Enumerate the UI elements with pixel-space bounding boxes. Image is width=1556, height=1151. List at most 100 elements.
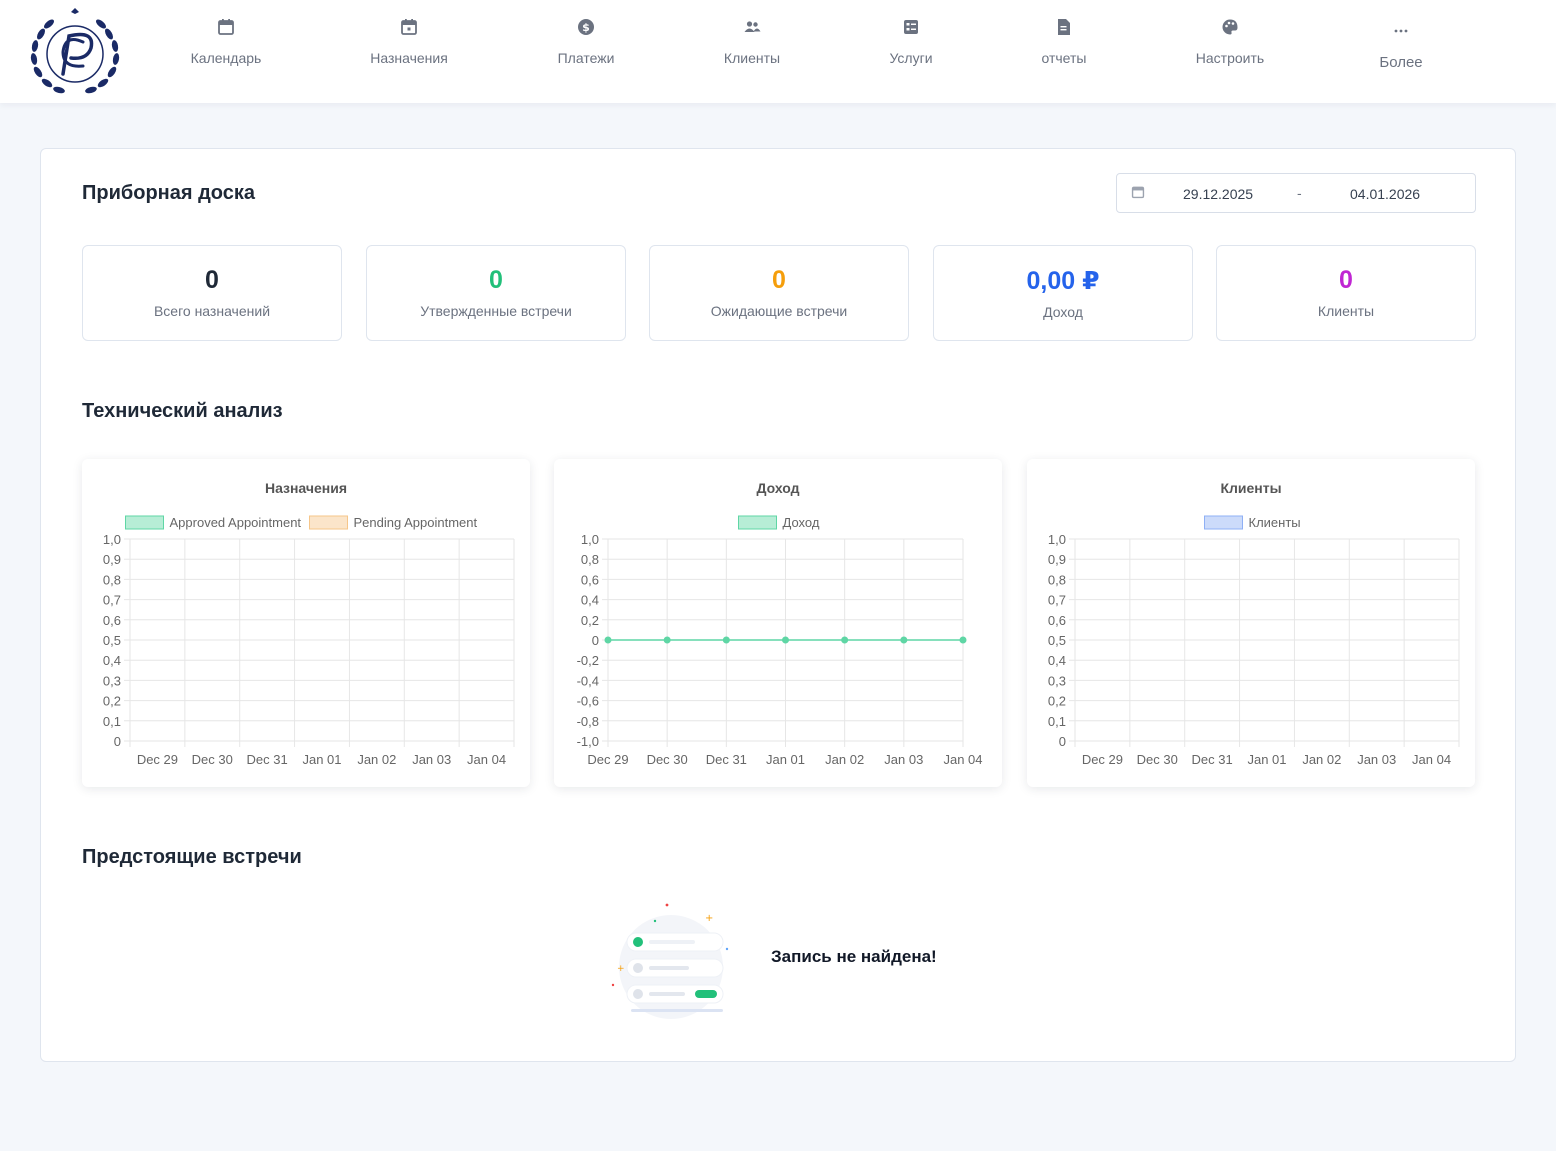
nav-label: Календарь [190, 50, 262, 66]
x-tick-label: Dec 31 [706, 752, 747, 767]
calendar-icon [151, 18, 301, 44]
x-tick-label: Jan 02 [825, 752, 864, 767]
data-point [722, 636, 730, 644]
y-tick-label: 0,4 [1048, 653, 1066, 668]
y-tick-label: -0,8 [577, 714, 599, 729]
y-tick-label: 0,4 [581, 593, 599, 608]
stat-card-revenue: 0,00 ₽ Доход [933, 245, 1193, 341]
legend-label: Клиенты [1249, 515, 1301, 530]
calendar-icon [1131, 185, 1145, 202]
clients-chart: Клиенты Клиенты 1,0 0,9 0,8 0,7 0,6 0,5 0,4 0,3 0,… [1048, 480, 1460, 767]
top-navbar: Календарь Назначения $ Платежи Клиенты У… [0, 0, 1556, 103]
stat-value: 0 [772, 266, 786, 294]
nav-label: Услуги [889, 50, 933, 66]
y-tick-label: 1,0 [581, 532, 599, 547]
nav-clients[interactable]: Клиенты [677, 18, 827, 66]
chart-title: Клиенты [1220, 480, 1281, 496]
chart-card-clients: Клиенты Клиенты 1,0 0,9 0,8 0,7 0,6 0,5 0,4 0,3 0,… [1027, 459, 1475, 787]
svg-text:+: + [617, 964, 625, 974]
y-tick-label: 0,2 [1048, 694, 1066, 709]
y-tick-label: -0,2 [577, 653, 599, 668]
y-tick-label: 0,6 [103, 613, 121, 628]
nav-services[interactable]: Услуги [836, 18, 986, 66]
y-tick-label: 0 [592, 633, 599, 648]
legend-swatch [1204, 515, 1243, 530]
y-tick-label: 0,2 [103, 694, 121, 709]
stat-card-approved: 0 Утвержденные встречи [366, 245, 626, 341]
y-tick-label: 0,3 [103, 673, 121, 688]
x-tick-label: Dec 30 [1137, 752, 1178, 767]
legend-label: Доход [783, 515, 820, 530]
x-tick-label: Dec 29 [137, 752, 178, 767]
nav-customize[interactable]: Настроить [1155, 18, 1305, 66]
calendar-check-icon [334, 18, 484, 44]
date-to[interactable]: 04.01.2026 [1350, 186, 1421, 202]
nav-label: Назначения [370, 50, 448, 66]
nav-reports[interactable]: отчеты [989, 18, 1139, 66]
y-tick-label: 0,8 [103, 572, 121, 587]
y-tick-label: 0,7 [103, 593, 121, 608]
x-tick-label: Dec 29 [587, 752, 628, 767]
brand-logo[interactable] [22, 0, 128, 103]
data-point [900, 636, 908, 644]
y-tick-label: 0,7 [1048, 593, 1066, 608]
nav-calendar[interactable]: Календарь [151, 18, 301, 66]
chart-title: Назначения [265, 480, 347, 496]
legend-swatch [309, 515, 348, 530]
y-tick-label: 0,1 [103, 714, 121, 729]
date-separator: - [1297, 185, 1302, 201]
nav-appointments[interactable]: Назначения [334, 18, 484, 66]
x-tick-label: Jan 02 [1302, 752, 1341, 767]
stat-label: Клиенты [1317, 303, 1375, 319]
x-tick-label: Jan 01 [766, 752, 805, 767]
x-tick-label: Dec 31 [1192, 752, 1233, 767]
stat-card-clients: 0 Клиенты [1216, 245, 1476, 341]
stat-card-total-appointments: 0 Всего назначений [82, 245, 342, 341]
x-tick-label: Jan 03 [884, 752, 923, 767]
palette-icon [1155, 18, 1305, 44]
nav-label: Клиенты [723, 50, 781, 66]
y-tick-label: 0 [114, 734, 121, 749]
nav-label: отчеты [1041, 50, 1087, 66]
empty-state-message: Запись не найдена! [771, 947, 937, 966]
stat-label: Всего назначений [153, 303, 271, 319]
y-tick-label: 0 [1059, 734, 1066, 749]
users-icon [677, 18, 827, 44]
stat-value: 0 [489, 266, 503, 294]
data-point [604, 636, 612, 644]
x-tick-label: Jan 01 [1247, 752, 1286, 767]
y-tick-label: 1,0 [1048, 532, 1066, 547]
dashboard-card: Приборная доска 29.12.2025 - 04.01.2026 … [40, 148, 1516, 1062]
date-range-picker[interactable]: 29.12.2025 - 04.01.2026 [1116, 173, 1476, 213]
y-tick-label: -0,6 [577, 694, 599, 709]
report-icon [989, 18, 1139, 44]
y-tick-label: 0,6 [581, 572, 599, 587]
nav-label: Более [1379, 54, 1423, 71]
y-tick-label: 0,8 [1048, 572, 1066, 587]
date-from[interactable]: 29.12.2025 [1183, 186, 1254, 202]
y-tick-label: 0,2 [581, 613, 599, 628]
x-tick-label: Jan 04 [467, 752, 506, 767]
x-tick-label: Jan 02 [357, 752, 396, 767]
x-tick-label: Dec 30 [647, 752, 688, 767]
chart-title: Доход [756, 480, 799, 496]
y-tick-label: -0,4 [577, 673, 599, 688]
y-tick-label: 0,9 [1048, 552, 1066, 567]
y-tick-label: 0,9 [103, 552, 121, 567]
stat-label: Доход [1043, 304, 1083, 320]
stat-value: 0 [205, 266, 219, 294]
revenue-chart: Доход Доход 1,0 0,8 0,6 0,4 0,2 0 -0,2 -0,4 -0,6 -0… [577, 480, 983, 767]
more-icon [1326, 22, 1476, 48]
appointments-chart: Назначения Approved Appointment Pending Ap… [103, 480, 515, 767]
stat-card-pending: 0 Ожидающие встречи [649, 245, 909, 341]
data-point [959, 636, 967, 644]
x-tick-label: Jan 03 [412, 752, 451, 767]
nav-label: Платежи [557, 50, 615, 66]
svg-text:$: $ [582, 21, 590, 34]
stat-value: 0 [1339, 266, 1353, 294]
nav-payments[interactable]: $ Платежи [511, 18, 661, 66]
nav-more[interactable]: Более [1326, 22, 1476, 71]
data-point [663, 636, 671, 644]
y-tick-label: 0,1 [1048, 714, 1066, 729]
stat-value: 0,00 ₽ [1026, 267, 1100, 295]
